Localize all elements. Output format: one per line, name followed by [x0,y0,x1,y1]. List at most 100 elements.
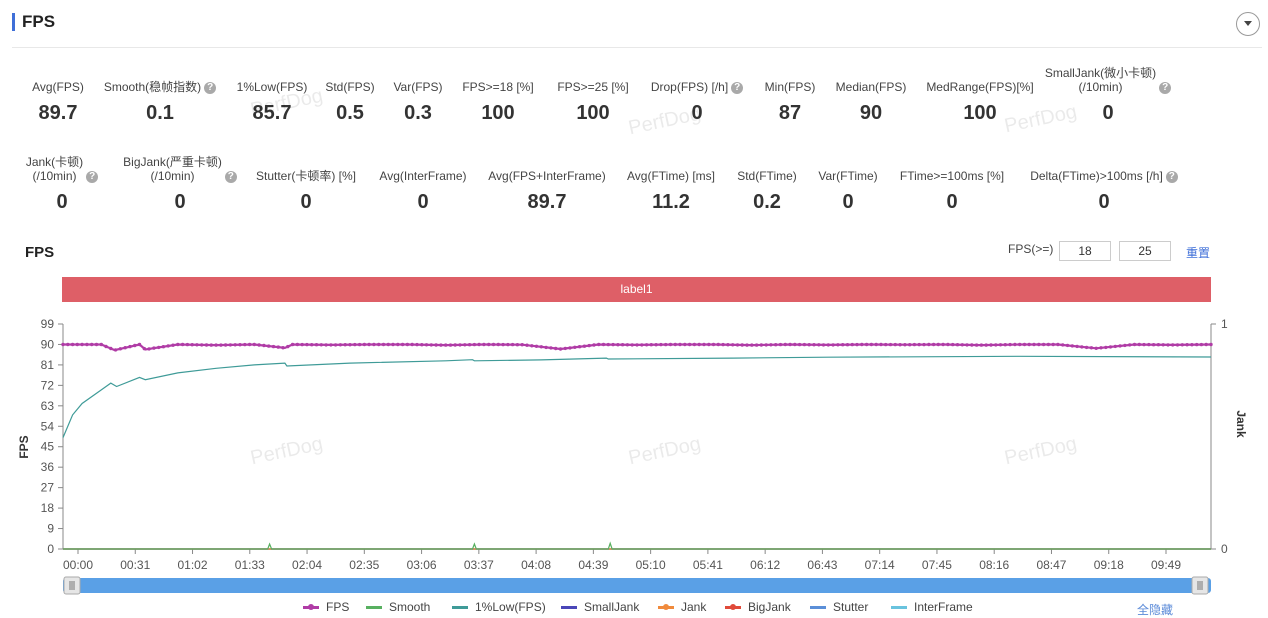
fps-point [1032,342,1036,347]
metric-7: Var(FTime) 0 [778,155,918,214]
legend-item-jank[interactable]: Jank [658,600,706,614]
metric-label: Drop(FPS) [/h]? [627,66,767,94]
x-tick-label: 03:06 [407,558,437,572]
fps-point [1051,342,1055,347]
legend-item-1-low-fps-[interactable]: 1%Low(FPS) [452,600,546,614]
legend-item-stutter[interactable]: Stutter [810,600,868,614]
fps-point [1037,342,1041,347]
legend-item-bigjank[interactable]: BigJank [725,600,791,614]
x-tick-label: 09:49 [1151,558,1181,572]
help-icon[interactable]: ? [1159,82,1172,94]
metric-4: Avg(FPS+InterFrame) 89.7 [477,155,617,214]
fps-point [290,342,295,347]
fps-point [152,346,156,350]
metric-9: Median(FPS) 90 [801,66,941,125]
fps-point [223,343,228,347]
legend-label: 1%Low(FPS) [475,600,546,614]
metric-1: Smooth(稳帧指数)? 0.1 [90,66,230,125]
x-tick-label: 04:39 [578,558,608,572]
metric-8: Min(FPS) 87 [720,66,860,125]
legend-item-interframe[interactable]: InterFrame [891,600,973,614]
fps-point [329,343,333,347]
metric-value: 0.1 [146,102,174,124]
fps-point [176,342,180,347]
fps-point [1151,343,1156,347]
help-icon[interactable]: ? [224,171,237,183]
fps-point [113,348,118,352]
legend-item-fps[interactable]: FPS [303,600,349,614]
fps-point [1185,343,1189,347]
help-icon[interactable]: ? [1165,171,1178,183]
fps-point [90,342,94,347]
label-band[interactable]: label1 [62,277,1211,302]
fps-point [319,343,323,347]
fps-point [1084,345,1089,350]
fps-point [506,342,510,347]
metric-value: 85.7 [252,102,292,124]
fps-point [965,343,969,347]
chart-axes: 0 9 18 27 36 45 54 63 72 81 90 99 0 1 00:00 00:31 01:02 0… [17,317,1248,572]
fps-point [912,342,917,347]
reset-button[interactable]: 重置 [1186,246,1211,260]
slider-handle-left[interactable] [63,576,81,595]
fps-point [597,342,601,347]
metric-label-text: BigJank(严重卡顿) (/10min) [123,155,222,183]
fps-point [1075,344,1079,349]
slider-handle-right[interactable] [1191,576,1209,595]
fps-point [233,343,237,347]
legend-label: FPS [326,600,350,614]
fps-point [424,343,429,347]
metric-3: Std(FPS) 0.5 [280,66,420,125]
fps-point [946,342,950,347]
metric-label-text: Avg(InterFrame) [379,169,467,183]
fps-point [166,344,170,348]
metric-label-text: Std(FTime) [737,169,797,183]
fps-point [888,342,893,347]
legend-item-smooth[interactable]: Smooth [366,600,430,614]
fps-point [879,342,883,347]
fps-threshold-label: FPS(>=) [1008,242,1054,256]
fps-point [214,343,218,347]
collapse-button[interactable] [1236,12,1260,36]
metric-value: 11.2 [652,191,690,213]
fps-point [802,342,807,347]
fps-point [1080,345,1084,349]
fps-point [702,342,706,347]
fps-point [1199,342,1204,347]
help-icon[interactable]: ? [204,82,217,94]
metric-value: 0 [174,191,186,213]
fps-point [606,342,610,347]
fps-point [735,343,740,347]
hide-all-button[interactable]: 全隐藏 [1137,603,1174,617]
y-tick-label: 36 [41,460,55,474]
fps-point [362,342,367,347]
slider-track[interactable] [63,578,1211,593]
fps-point [286,344,290,349]
fps-point [1070,344,1075,348]
fps-point [1156,343,1161,347]
fps-point [936,342,940,347]
fps-point [295,342,300,347]
fps-threshold-input-2[interactable] [1119,241,1171,261]
fps-threshold-input-1[interactable] [1059,241,1111,261]
fps-point [171,343,175,347]
metric-label: Std(FPS) [280,66,420,94]
fps-point [1147,342,1151,347]
metric-value: 0 [946,191,958,213]
metric-value: 0 [1098,191,1110,213]
fps-point [429,343,433,347]
chart-series [61,342,1213,550]
help-icon[interactable]: ? [731,82,744,94]
fps-point [1123,343,1127,348]
fps-point [917,342,921,347]
x-tick-label: 06:43 [807,558,837,572]
help-icon[interactable]: ? [86,171,99,183]
fps-point [70,342,75,347]
metric-label-text: Stutter(卡顿率) [%] [255,169,356,183]
y-tick-label: 9 [47,522,54,536]
fps-point [951,342,955,347]
fps-point [271,344,276,349]
fps-point [1195,342,1199,347]
legend-item-smalljank[interactable]: SmallJank [561,600,639,614]
fps-point [496,342,500,347]
